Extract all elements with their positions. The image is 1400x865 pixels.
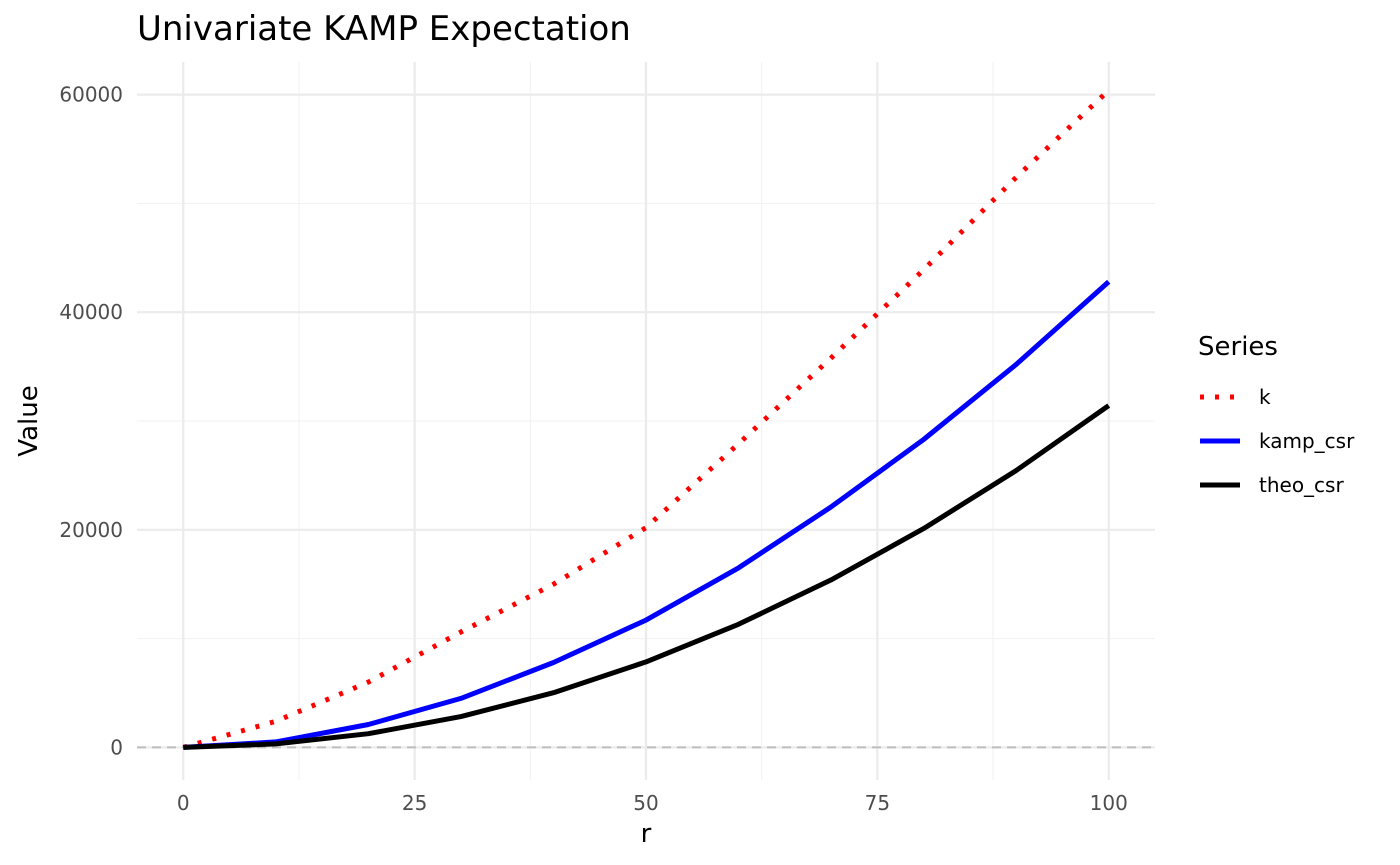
y-axis-tick-labels: 0 20000 40000 60000 xyxy=(59,83,123,760)
x-tick-label: 25 xyxy=(402,791,427,815)
y-tick-label: 20000 xyxy=(59,518,123,542)
y-tick-label: 40000 xyxy=(59,300,123,324)
x-tick-label: 100 xyxy=(1090,791,1128,815)
chart-title: Univariate KAMP Expectation xyxy=(137,9,631,49)
legend-label-theo-csr: theo_csr xyxy=(1259,473,1344,497)
x-tick-label: 0 xyxy=(177,791,190,815)
x-axis-tick-labels: 0 25 50 75 100 xyxy=(177,791,1128,815)
x-tick-label: 75 xyxy=(865,791,890,815)
legend-title: Series xyxy=(1198,332,1278,362)
y-tick-label: 0 xyxy=(110,735,123,759)
legend-label-k: k xyxy=(1259,385,1271,409)
y-tick-label: 60000 xyxy=(59,83,123,107)
legend: Series k kamp_csr theo_csr xyxy=(1198,332,1355,497)
x-axis-title: r xyxy=(641,819,652,849)
x-tick-label: 50 xyxy=(633,791,658,815)
series-line-kamp-csr xyxy=(183,279,1111,750)
legend-label-kamp-csr: kamp_csr xyxy=(1259,429,1355,453)
series-lines xyxy=(182,88,1111,750)
series-line-theo-csr xyxy=(183,403,1111,750)
y-axis-title: Value xyxy=(14,385,44,456)
